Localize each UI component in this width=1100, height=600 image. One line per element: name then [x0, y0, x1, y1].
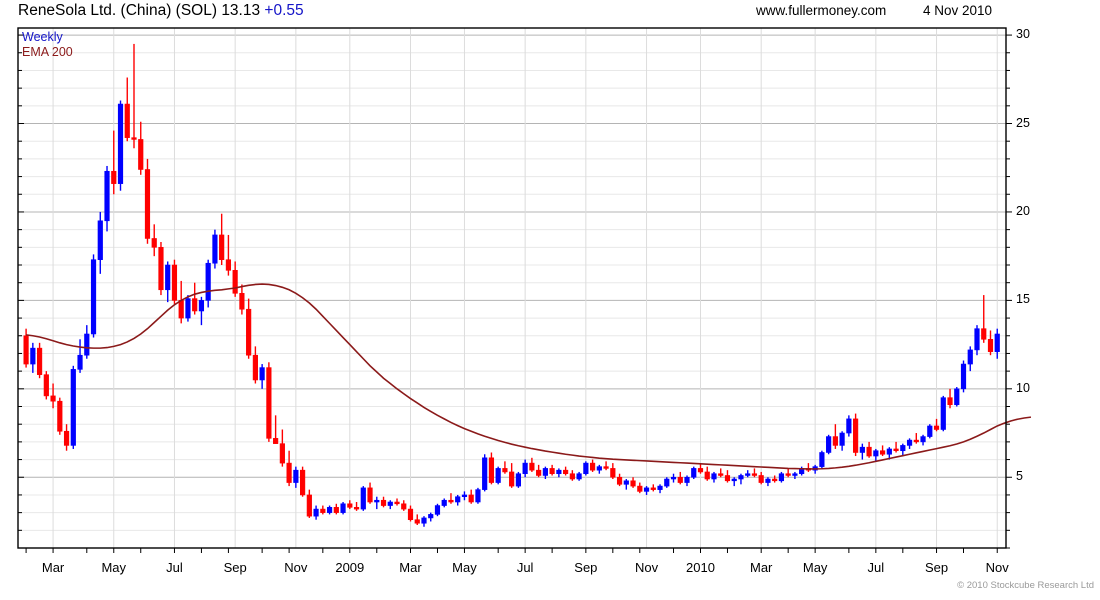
ema-line	[25, 283, 1032, 470]
x-axis-tick-label: Sep	[223, 560, 247, 575]
x-axis-tick-label: May	[452, 560, 477, 575]
x-tick-marks	[25, 548, 998, 553]
y-axis-tick-label: 15	[1016, 292, 1030, 307]
y-tick-marks	[18, 34, 1012, 549]
x-axis-tick-label: 2010	[686, 560, 715, 575]
x-axis-tick-label: Nov	[634, 560, 659, 575]
copyright-notice: © 2010 Stockcube Research Ltd	[957, 580, 1094, 591]
y-axis-tick-label: 10	[1016, 380, 1030, 395]
x-axis-tick-label: Jul	[867, 560, 885, 575]
x-axis-tick-label: Mar	[749, 560, 773, 575]
y-axis-tick-label: 25	[1016, 115, 1030, 130]
website-label: www.fullermoney.com	[756, 3, 887, 18]
x-axis-tick-label: Jul	[516, 560, 534, 575]
x-axis-tick-label: Sep	[574, 560, 598, 575]
chart-header: ReneSola Ltd. (China) (SOL) 13.13 +0.55 …	[0, 0, 1100, 26]
price-change: +0.55	[264, 2, 304, 19]
y-axis-tick-label: 20	[1016, 203, 1030, 218]
y-axis-tick-label: 30	[1016, 27, 1030, 42]
page-title: ReneSola Ltd. (China) (SOL) 13.13 +0.55	[18, 2, 304, 20]
x-axis-tick-label: Nov	[284, 560, 308, 575]
x-axis-tick-label: Jul	[166, 560, 183, 575]
y-axis-tick-label: 5	[1016, 469, 1023, 484]
x-axis-tick-label: Nov	[985, 560, 1009, 575]
x-axis-tick-label: May	[101, 560, 127, 575]
x-axis-tick-label: Mar	[399, 560, 422, 575]
axis-frame	[17, 27, 1007, 549]
instrument-title: ReneSola Ltd. (China) (SOL) 13.13	[18, 2, 261, 19]
x-axis-tick-label: Mar	[41, 560, 65, 575]
candle-series	[23, 43, 1000, 527]
x-axis-tick-label: Sep	[924, 560, 949, 575]
x-axis-tick-label: May	[802, 560, 828, 575]
chart-date: 4 Nov 2010	[923, 3, 993, 18]
x-axis-tick-label: 2009	[335, 560, 365, 575]
